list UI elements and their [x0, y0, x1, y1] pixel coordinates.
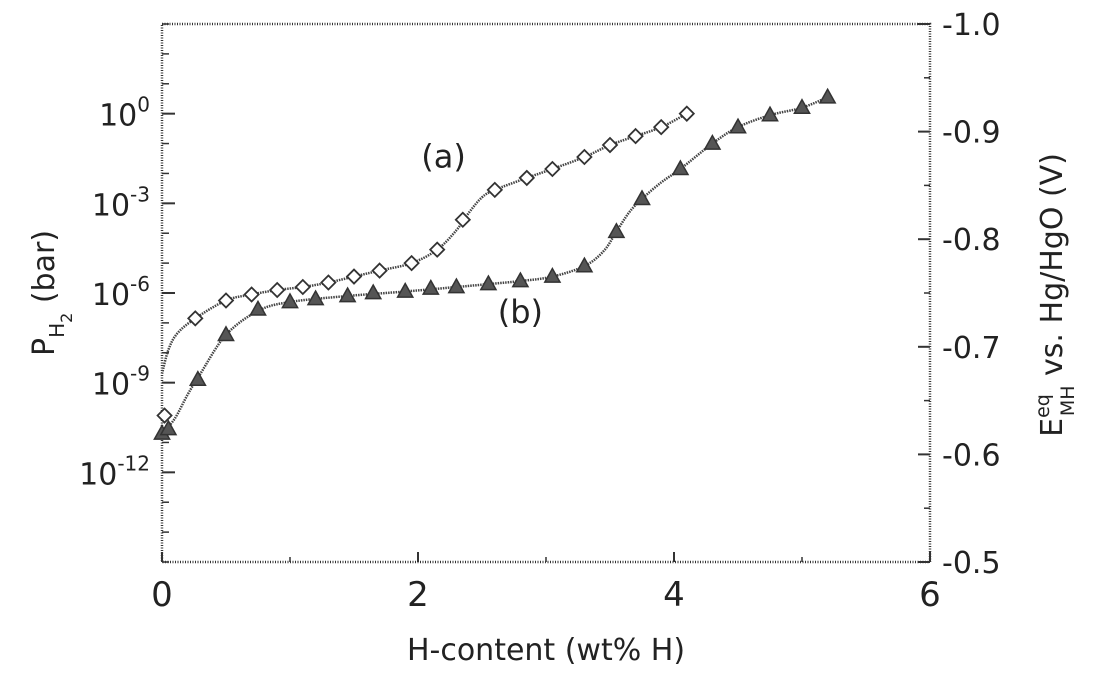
data-point-a: [345, 268, 363, 285]
data-point-a: [454, 211, 472, 229]
left-y-unit: (bar): [27, 230, 62, 313]
data-point-b: [703, 134, 722, 150]
x-axis-title: H-content (wt% H): [407, 633, 685, 668]
data-point-a: [294, 278, 312, 296]
data-point-b: [793, 98, 811, 115]
right-tick-label: -0.6: [942, 438, 1001, 473]
data-point-a: [428, 241, 446, 258]
right-tick-label: -0.8: [942, 223, 1001, 258]
right-y-axis-title: Eeq MH vs. Hg/HgO (V): [1032, 153, 1079, 437]
data-point-b: [511, 271, 530, 288]
x-tick-label: 0: [151, 575, 173, 615]
data-point-b: [159, 419, 178, 436]
data-point-a: [601, 136, 619, 154]
data-point-b: [338, 286, 357, 303]
data-point-a: [156, 407, 173, 424]
data-point-a: [678, 105, 696, 122]
data-point-b: [281, 292, 299, 309]
left-tick-label: 10-3: [92, 182, 150, 223]
right-y-rest: vs. Hg/HgO (V): [1035, 153, 1070, 385]
data-point-b: [249, 299, 267, 316]
data-point-b: [818, 87, 837, 104]
data-point-b: [729, 117, 747, 134]
x-tick-label: 2: [407, 575, 429, 615]
data-point-a: [187, 310, 204, 327]
data-point-a: [486, 181, 504, 199]
data-point-b: [306, 289, 325, 306]
series-fit-line: [161, 96, 829, 435]
data-point-a: [544, 160, 561, 178]
left-tick-label: 10-12: [79, 451, 150, 492]
data-point-a: [243, 286, 260, 303]
data-point-b: [607, 222, 626, 239]
series-label: (a): [421, 137, 466, 175]
fit-lines: [160, 96, 829, 435]
data-point-a: [371, 262, 388, 279]
data-point-b: [188, 370, 207, 387]
data-point-b: [396, 281, 415, 298]
right-tick-label: -0.5: [942, 546, 1001, 581]
data-point-a: [576, 148, 593, 166]
left-tick-label: 10-9: [92, 362, 150, 403]
right-tick-label: -0.9: [942, 116, 1001, 151]
left-tick-label: 100: [99, 93, 150, 134]
data-point-b: [543, 267, 562, 283]
x-tick-label: 6: [919, 575, 941, 615]
data-point-b: [671, 159, 690, 176]
left-y-main: P: [27, 338, 62, 356]
data-point-b: [575, 256, 594, 273]
axis-ticks: [161, 23, 931, 563]
series-label: (b): [498, 293, 543, 331]
data-point-a: [403, 254, 420, 272]
left-tick-label: 10-6: [92, 272, 150, 313]
data-point-a: [652, 118, 670, 136]
x-tick-label: 4: [663, 575, 685, 615]
data-point-a: [268, 281, 286, 299]
data-point-b: [447, 277, 466, 294]
tick-labels: 0 2 4 6 100 10-3 10-6 10-9 10-12 -1.0 -0.9 -0.8 -0.7…: [79, 8, 1000, 615]
right-y-main: E: [1035, 418, 1070, 437]
data-point-b: [479, 274, 498, 291]
right-tick-label: -0.7: [942, 331, 1001, 366]
data-point-b: [421, 278, 440, 295]
data-point-a: [320, 274, 337, 291]
left-y-sub2: 2: [57, 313, 76, 323]
data-point-b: [364, 283, 383, 300]
right-tick-label: -1.0: [942, 8, 1001, 43]
right-y-sub: MH: [1057, 385, 1079, 416]
left-y-sub1: H: [45, 323, 69, 338]
data-point-a: [518, 169, 536, 187]
data-point-b: [633, 189, 651, 206]
data-point-b: [761, 105, 779, 122]
data-point-b: [217, 325, 235, 342]
data-point-a: [627, 127, 644, 145]
left-y-axis-title: PH2 (bar): [27, 230, 76, 356]
right-y-sup: eq: [1032, 394, 1054, 418]
data-markers: [153, 87, 837, 440]
data-point-a: [217, 292, 235, 309]
